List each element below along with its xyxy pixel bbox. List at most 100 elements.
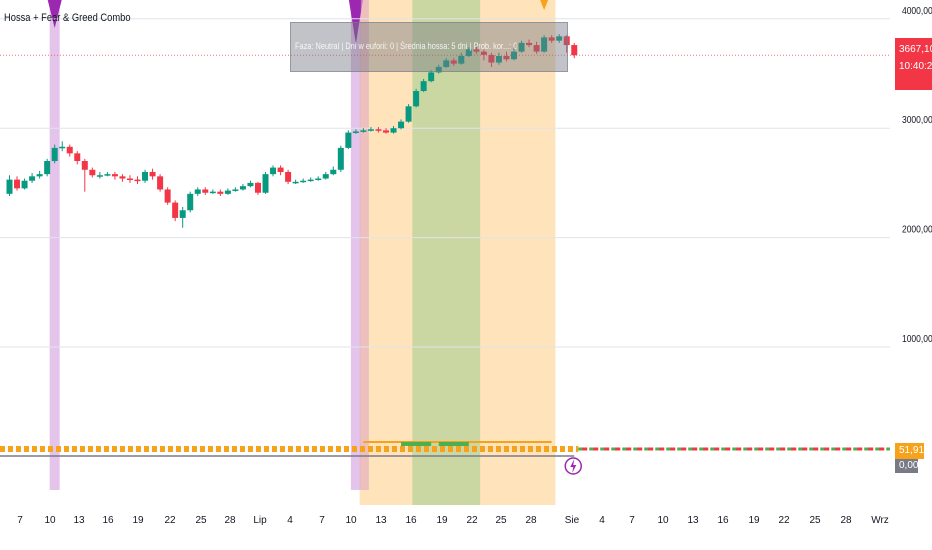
candle-body <box>6 179 13 194</box>
candle <box>300 178 307 183</box>
candle <box>224 188 231 195</box>
candle-body <box>322 174 329 179</box>
candle-body <box>285 171 292 182</box>
candle-body <box>518 42 525 52</box>
candle-body <box>503 55 510 60</box>
candle <box>66 144 73 157</box>
candle-body <box>556 36 563 41</box>
x-tick-label: 19 <box>132 515 144 526</box>
candle-body <box>104 174 111 176</box>
candle-body <box>247 182 254 187</box>
candle-body <box>458 55 465 64</box>
candle <box>428 70 435 83</box>
candle <box>458 52 465 65</box>
x-tick-label: 22 <box>164 515 176 526</box>
candle-body <box>217 191 224 194</box>
candle <box>435 64 442 74</box>
signal-bar-extra <box>360 0 369 490</box>
candle <box>337 145 344 172</box>
x-tick-label: 28 <box>224 515 236 526</box>
candle-body <box>277 167 284 172</box>
candle <box>480 49 487 61</box>
candle <box>74 151 81 165</box>
candle <box>21 178 28 190</box>
candle-body <box>202 189 209 193</box>
candle <box>526 39 533 48</box>
candle <box>465 47 472 58</box>
candle <box>360 128 367 133</box>
candle <box>322 171 329 180</box>
candle <box>6 175 13 197</box>
y-tick-label: 2000,00 <box>902 224 932 235</box>
candle <box>556 34 563 43</box>
candle-body <box>526 42 533 46</box>
candle-body <box>450 60 457 64</box>
candle <box>232 187 239 192</box>
x-tick-label: 4 <box>287 515 293 526</box>
candle <box>541 35 548 53</box>
price-badge-time: 10:40:28 <box>899 61 932 72</box>
candle-body <box>164 189 171 203</box>
candle-body <box>420 81 427 92</box>
candle <box>548 35 555 43</box>
candle-body <box>149 171 156 177</box>
candle-body <box>571 45 578 56</box>
x-tick-label: 13 <box>687 515 699 526</box>
candle <box>59 141 66 152</box>
price-badge-value: 3667,10 <box>899 44 932 55</box>
x-tick-label: Wrz <box>871 515 889 526</box>
x-tick-label: 7 <box>629 515 635 526</box>
candle-body <box>194 189 201 194</box>
x-tick-label: 19 <box>748 515 760 526</box>
candle-body <box>488 54 495 63</box>
x-tick-label: 7 <box>17 515 23 526</box>
candle-body <box>345 132 352 148</box>
candle-body <box>14 179 21 189</box>
candle <box>495 52 502 65</box>
candle <box>51 144 58 164</box>
candle <box>29 173 36 183</box>
candle-body <box>465 49 472 56</box>
candle-body <box>473 49 480 52</box>
x-tick-label: 7 <box>319 515 325 526</box>
candle <box>134 176 141 184</box>
candle-body <box>315 178 322 181</box>
candle <box>571 42 578 59</box>
candle-body <box>383 130 389 133</box>
candle-body <box>59 146 66 149</box>
candle <box>254 181 261 195</box>
candle <box>315 176 322 181</box>
x-tick-label: 25 <box>809 515 821 526</box>
candle-body <box>292 181 299 184</box>
candle-body <box>398 121 405 129</box>
x-tick-label: Sie <box>565 515 580 526</box>
candle <box>164 187 171 205</box>
candle-body <box>134 179 141 182</box>
candle-body <box>51 147 58 162</box>
candle-body <box>307 179 314 182</box>
candle <box>292 179 299 184</box>
candle-body <box>89 169 96 176</box>
candle <box>420 78 427 93</box>
candle-body <box>262 174 269 193</box>
candle <box>187 191 194 213</box>
signal-triangle-0 <box>47 0 62 28</box>
x-tick-label: 16 <box>102 515 114 526</box>
candle-body <box>405 106 412 122</box>
indicator-title[interactable]: Hossa + Fear & Greed Combo <box>4 12 131 24</box>
candle-body <box>548 37 555 41</box>
candle <box>375 127 382 133</box>
candle <box>345 130 352 149</box>
candle-body <box>254 182 261 193</box>
candle-body <box>239 186 246 190</box>
candle <box>81 158 88 192</box>
candle <box>533 41 540 54</box>
candle <box>202 187 209 195</box>
candle <box>89 167 96 178</box>
candle-body <box>375 129 382 131</box>
candle-body <box>413 91 420 107</box>
x-tick-label: 13 <box>375 515 387 526</box>
candle-body <box>352 131 359 133</box>
candle <box>119 174 126 182</box>
